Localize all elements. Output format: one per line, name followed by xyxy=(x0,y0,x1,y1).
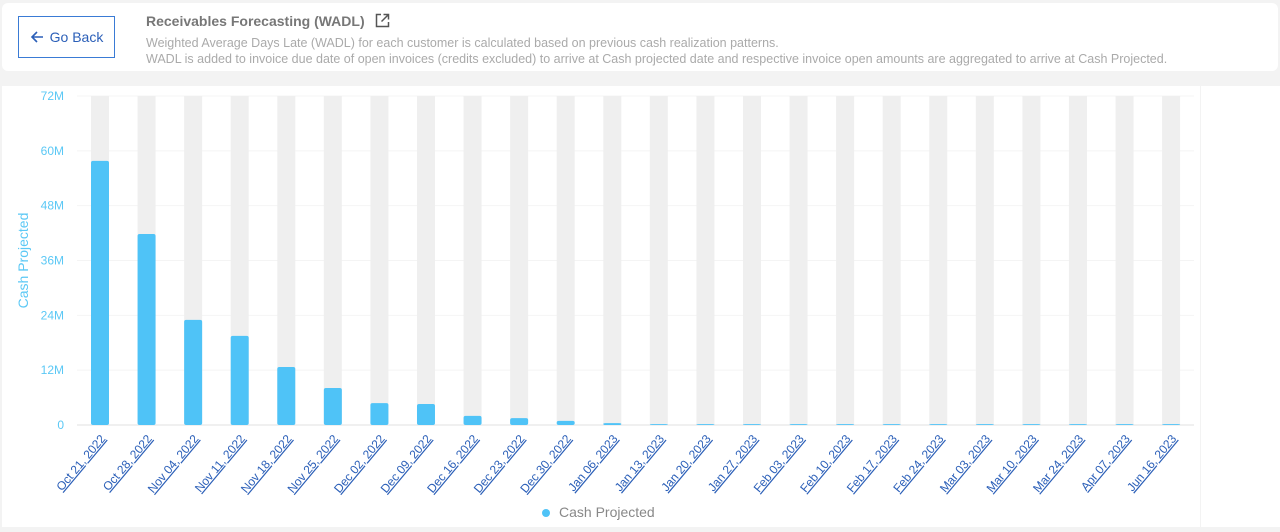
bar[interactable] xyxy=(789,424,808,425)
bar-track xyxy=(1068,96,1087,425)
go-back-button[interactable]: Go Back xyxy=(18,16,115,58)
y-tick-label: 48M xyxy=(41,199,64,213)
y-tick-label: 36M xyxy=(41,254,64,268)
bar[interactable] xyxy=(230,335,249,425)
bar-track xyxy=(1115,96,1134,425)
legend-label[interactable]: Cash Projected xyxy=(559,504,655,520)
y-tick-label: 0 xyxy=(57,418,64,432)
bar[interactable] xyxy=(277,366,296,425)
bar[interactable] xyxy=(603,423,622,425)
go-back-label: Go Back xyxy=(49,29,104,45)
legend-marker xyxy=(542,509,550,517)
bar[interactable] xyxy=(416,403,435,425)
bar-track xyxy=(742,96,761,425)
bar[interactable] xyxy=(463,415,482,425)
bar-track xyxy=(836,96,855,425)
bar[interactable] xyxy=(929,424,948,425)
bar[interactable] xyxy=(1115,424,1134,425)
bar[interactable] xyxy=(184,319,203,425)
bar-track xyxy=(975,96,994,425)
external-link-icon[interactable] xyxy=(375,13,390,28)
bar-track xyxy=(463,96,482,425)
bar[interactable] xyxy=(836,424,855,425)
bar[interactable] xyxy=(696,424,715,425)
y-tick-label: 12M xyxy=(41,363,64,377)
bar[interactable] xyxy=(1068,424,1087,425)
bar-track xyxy=(649,96,668,425)
bar-track xyxy=(882,96,901,425)
description: Weighted Average Days Late (WADL) for ea… xyxy=(146,35,1167,67)
y-tick-label: 60M xyxy=(41,144,64,158)
bar[interactable] xyxy=(556,420,575,425)
description-line-1: Weighted Average Days Late (WADL) for ea… xyxy=(146,36,779,50)
bar-track xyxy=(1162,96,1181,425)
bar[interactable] xyxy=(370,403,389,425)
bar-track xyxy=(789,96,808,425)
bar[interactable] xyxy=(1022,424,1041,425)
page-title-text: Receivables Forecasting (WADL) xyxy=(146,13,365,29)
bar[interactable] xyxy=(91,160,109,425)
bar-track xyxy=(696,96,715,425)
bar[interactable] xyxy=(510,418,529,425)
bar-track xyxy=(323,96,342,425)
bar-track xyxy=(370,96,389,425)
page-title: Receivables Forecasting (WADL) xyxy=(146,13,390,29)
y-tick-label: 24M xyxy=(41,308,64,322)
arrow-left-icon xyxy=(30,31,43,43)
right-panel xyxy=(1201,86,1280,527)
bar-track xyxy=(929,96,948,425)
bar[interactable] xyxy=(1162,424,1181,425)
bar-track xyxy=(556,96,575,425)
bar[interactable] xyxy=(975,424,994,425)
bar[interactable] xyxy=(742,424,761,425)
bar-track xyxy=(1022,96,1041,425)
bar[interactable] xyxy=(882,424,901,425)
header-panel: Go Back Receivables Forecasting (WADL) W… xyxy=(2,3,1278,71)
description-line-2: WADL is added to invoice due date of ope… xyxy=(146,52,1168,66)
bar[interactable] xyxy=(649,424,668,425)
chart-panel: 0 12M 24M 36M 48M 60M 72M Cash Projected Oct 21,… xyxy=(2,86,1200,527)
bar[interactable] xyxy=(323,387,342,425)
bar-track xyxy=(277,96,296,425)
y-tick-label: 72M xyxy=(41,89,64,103)
bar[interactable] xyxy=(137,233,156,425)
bar-track xyxy=(510,96,529,425)
bar-track xyxy=(416,96,435,425)
bar-track xyxy=(603,96,622,425)
y-axis-label: Cash Projected xyxy=(15,213,31,309)
